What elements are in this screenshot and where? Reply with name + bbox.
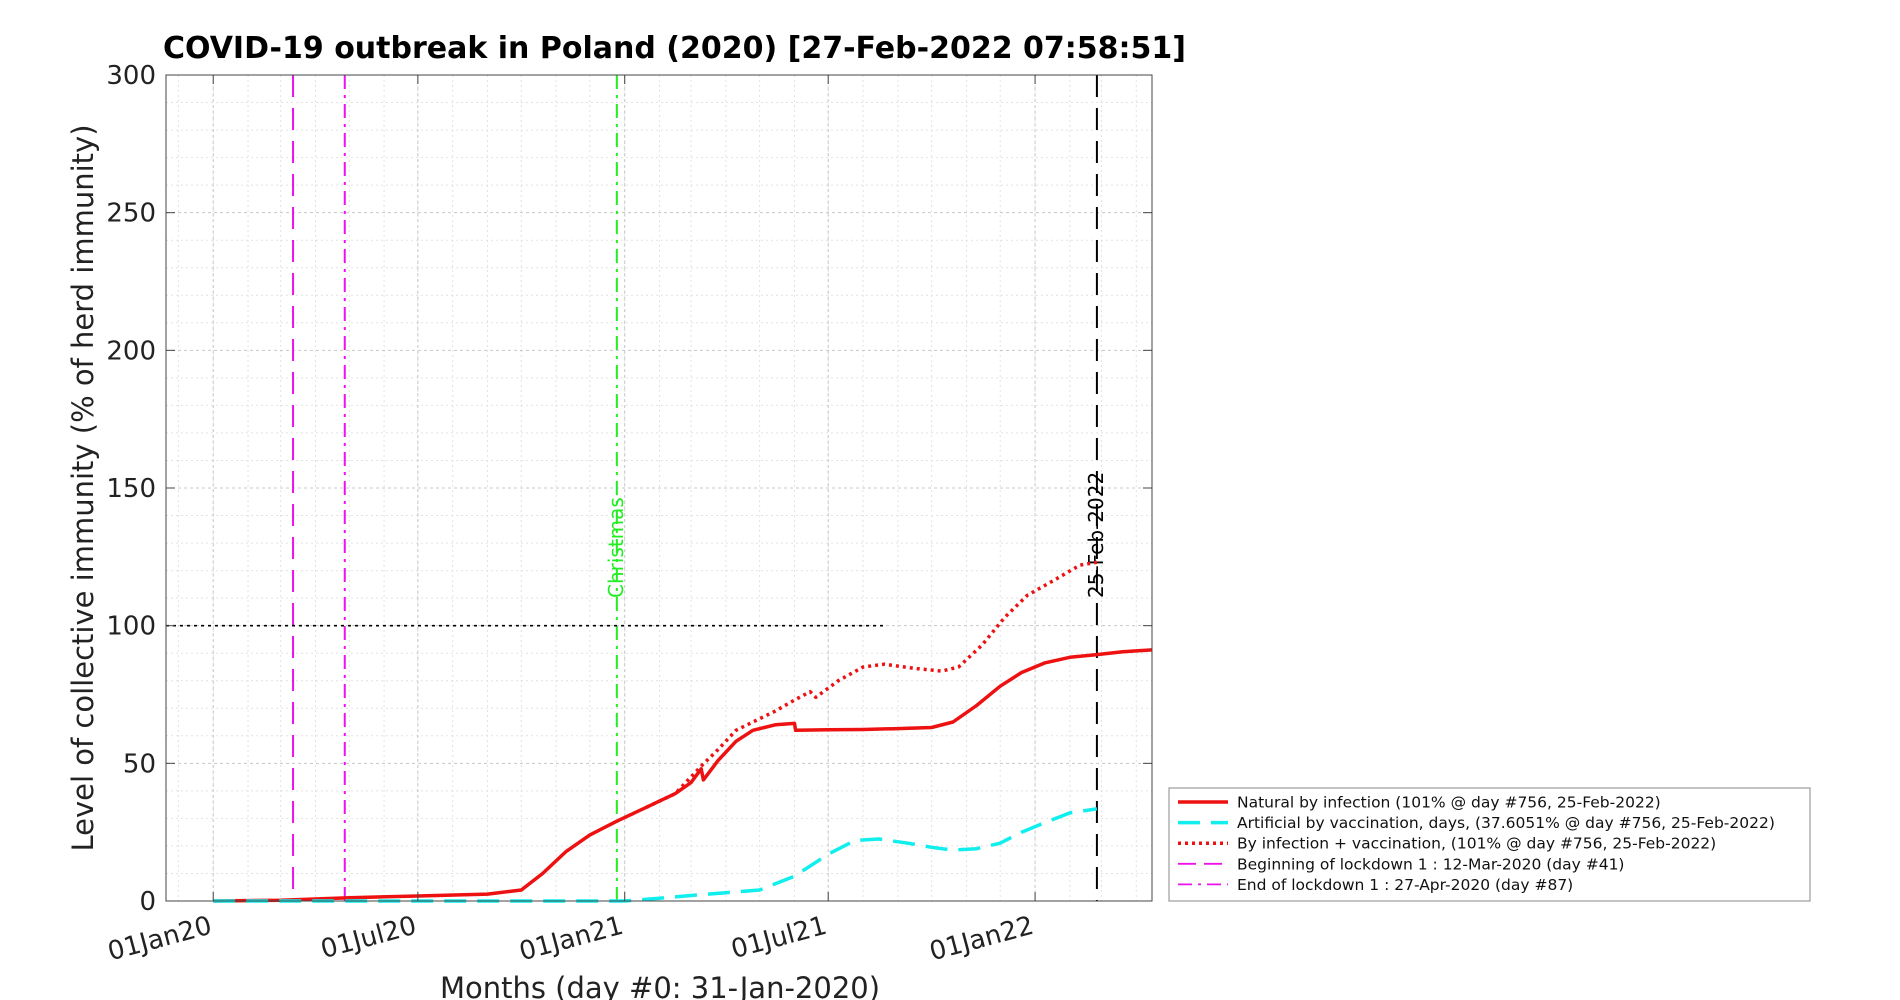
series-line-0 <box>213 648 1153 903</box>
chart-title: COVID-19 outbreak in Poland (2020) [27-F… <box>163 31 1186 66</box>
series <box>213 560 1153 903</box>
series-line-1 <box>213 807 1098 903</box>
y-tick-label: 0 <box>139 887 156 917</box>
x-tick-label: 01Jul20 <box>318 911 420 965</box>
y-tick-label: 50 <box>123 749 156 779</box>
legend-label-1: Artificial by vaccination, days, (37.605… <box>1237 814 1775 832</box>
x-tick-label: 01Jan21 <box>516 911 626 967</box>
legend-label-0: Natural by infection (101% @ day #756, 2… <box>1237 794 1661 812</box>
y-tick-label: 200 <box>106 336 156 366</box>
reference-line-label-3: 25-Feb-2022 <box>1084 472 1108 598</box>
x-tick-label: 01Jan22 <box>926 911 1036 967</box>
reference-line-label-2: Christmas <box>604 497 628 598</box>
legend-label-2: By infection + vaccination, (101% @ day … <box>1237 835 1716 853</box>
y-tick-label: 150 <box>106 474 156 504</box>
y-tick-label: 100 <box>106 612 156 642</box>
x-tick-label: 01Jul21 <box>728 911 830 965</box>
legend: Natural by infection (101% @ day #756, 2… <box>1168 787 1811 902</box>
y-tick-label: 300 <box>106 61 156 91</box>
y-axis-label: Level of collective immunity (% of herd … <box>66 124 100 851</box>
reference-lines: Christmas 25-Feb-2022 <box>166 75 1108 901</box>
y-tick-label: 250 <box>106 199 156 229</box>
legend-label-4: End of lockdown 1 : 27-Apr-2020 (day #87… <box>1237 876 1573 894</box>
x-axis-label: Months (day #0: 31-Jan-2020) <box>440 971 880 1000</box>
legend-box <box>1168 787 1811 902</box>
legend-label-3: Beginning of lockdown 1 : 12-Mar-2020 (d… <box>1237 855 1624 873</box>
series-line-2 <box>645 560 1098 809</box>
x-tick-label: 01Jan20 <box>105 911 215 967</box>
